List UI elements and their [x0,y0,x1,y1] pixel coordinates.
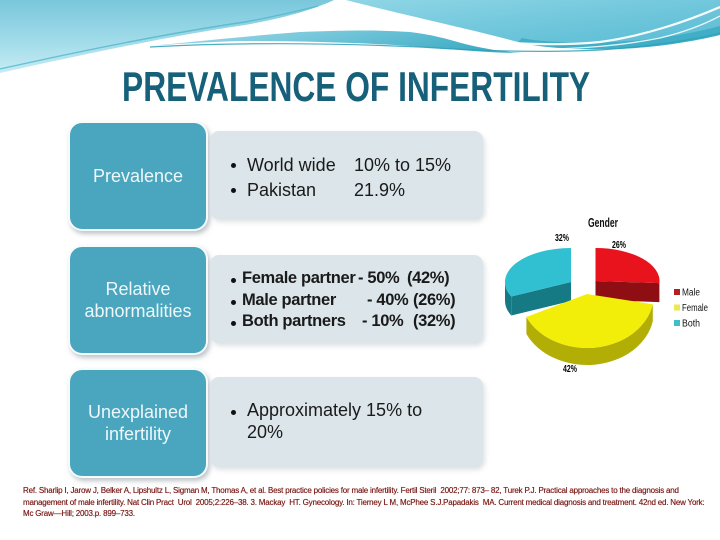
svg-text:42%: 42% [563,364,577,375]
svg-text:Female: Female [682,303,708,314]
svg-text:Male: Male [682,288,700,299]
svg-text:Gender: Gender [588,216,618,230]
svg-text:32%: 32% [555,233,569,244]
svg-text:26%: 26% [612,240,626,251]
svg-text:Both: Both [682,319,700,330]
